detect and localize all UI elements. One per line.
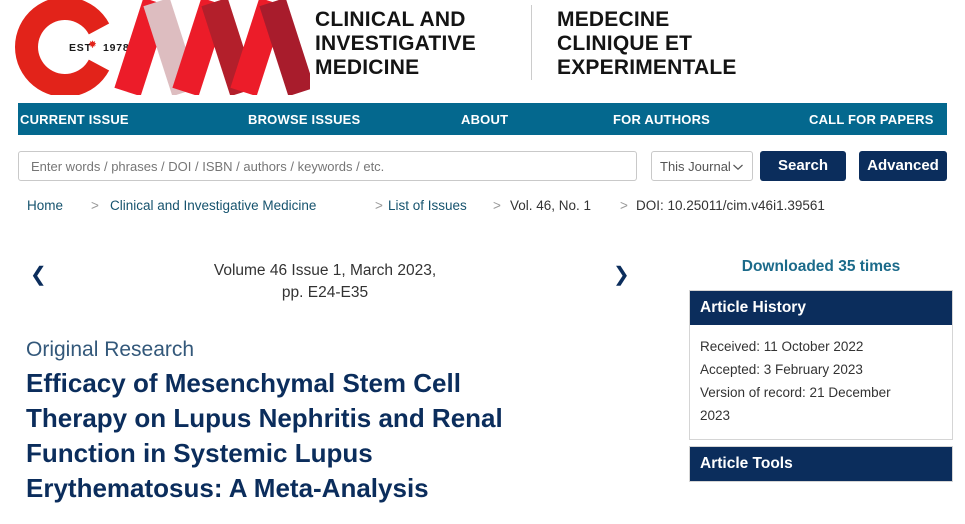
svg-text:EST: EST [69,42,92,54]
svg-text:1978: 1978 [103,42,130,54]
